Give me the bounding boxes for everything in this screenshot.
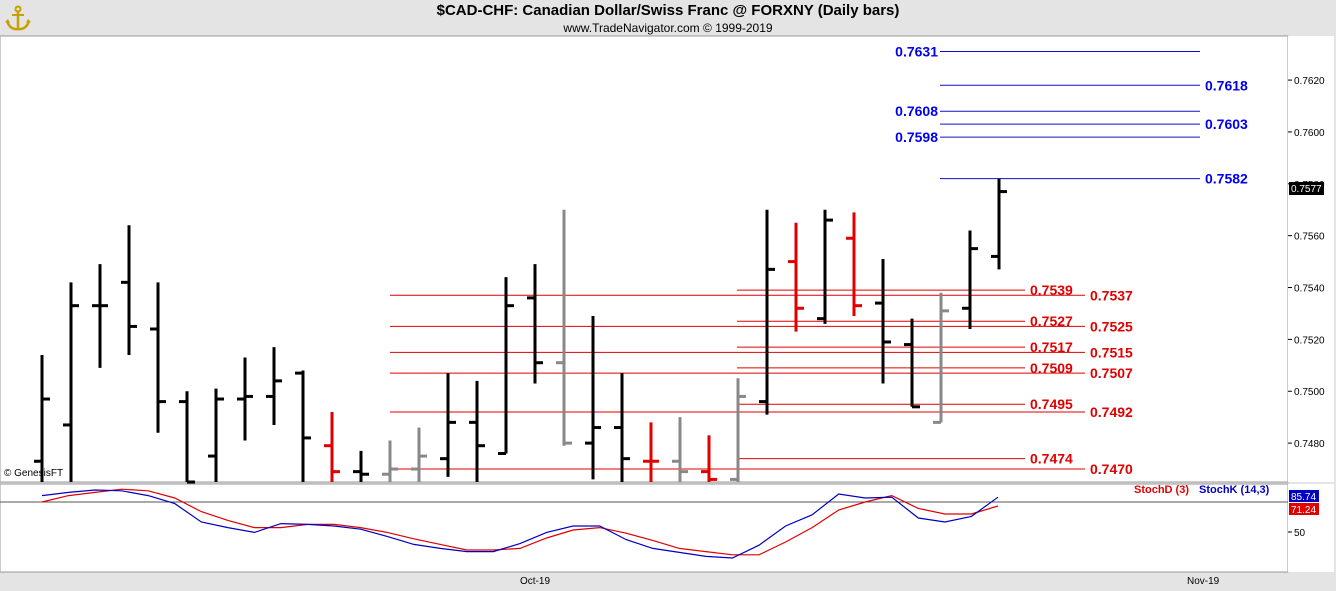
stoch-d-legend: StochD (3) xyxy=(1134,484,1189,496)
resistance-level-label-0: 0.7631 xyxy=(895,44,938,60)
support-level-label-0: 0.7539 xyxy=(1030,282,1073,298)
price-tick-label-7: 0.7480 xyxy=(1294,439,1325,450)
support-level-label-1: 0.7537 xyxy=(1090,287,1133,303)
resistance-level-label-5: 0.7582 xyxy=(1205,171,1248,187)
price-tick-label-5: 0.7520 xyxy=(1294,335,1325,346)
ohlc-bars xyxy=(34,178,1007,484)
price-tick-label-4: 0.7540 xyxy=(1294,284,1325,295)
last-price-marker xyxy=(1289,182,1324,195)
support-level-label-5: 0.7515 xyxy=(1090,344,1133,360)
stoch-d-marker xyxy=(1289,503,1319,515)
chart-title: $CAD-CHF: Canadian Dollar/Swiss Franc @ … xyxy=(436,2,900,19)
stochastic-panel xyxy=(0,483,1289,573)
chart-subtitle: www.TradeNavigator.com © 1999-2019 xyxy=(563,21,773,35)
stoch-k-value: 85.74 xyxy=(1291,492,1316,503)
price-tick-label-1: 0.7600 xyxy=(1294,128,1325,139)
stoch-d-value: 71.24 xyxy=(1291,505,1316,516)
price-tick-label-0: 0.7620 xyxy=(1294,76,1325,87)
resistance-level-label-3: 0.7603 xyxy=(1205,116,1248,132)
price-tick-label-3: 0.7560 xyxy=(1294,232,1325,243)
resistance-level-label-2: 0.7608 xyxy=(895,103,938,119)
support-level-label-2: 0.7527 xyxy=(1030,313,1073,329)
support-level-label-4: 0.7517 xyxy=(1030,339,1073,355)
support-level-label-3: 0.7525 xyxy=(1090,318,1133,334)
support-level-label-11: 0.7470 xyxy=(1090,461,1133,477)
resistance-level-label-4: 0.7598 xyxy=(895,129,938,145)
last-price-label: 0.7577 xyxy=(1291,184,1322,195)
support-level-label-7: 0.7507 xyxy=(1090,365,1133,381)
support-level-label-6: 0.7509 xyxy=(1030,360,1073,376)
anchor-logo-icon xyxy=(5,5,31,31)
price-axis-area xyxy=(1288,36,1334,482)
stoch-k-marker xyxy=(1289,490,1319,502)
stoch-k-legend: StochK (14,3) xyxy=(1199,484,1270,496)
x-label-oct: Oct-19 xyxy=(520,576,550,587)
price-tick-label-6: 0.7500 xyxy=(1294,387,1325,398)
x-label-nov: Nov-19 xyxy=(1187,576,1220,587)
stochastic-lines xyxy=(41,488,999,559)
stoch-tick-label-50: 50 xyxy=(1294,528,1306,539)
resistance-level-label-1: 0.7618 xyxy=(1205,77,1248,93)
stoch-d-line xyxy=(41,488,999,556)
support-level-label-8: 0.7495 xyxy=(1030,396,1073,412)
support-level-label-9: 0.7492 xyxy=(1090,404,1133,420)
stoch-k-line xyxy=(41,489,999,559)
support-level-label-10: 0.7474 xyxy=(1030,451,1073,467)
credit-label: © GenesisFT xyxy=(4,468,64,479)
